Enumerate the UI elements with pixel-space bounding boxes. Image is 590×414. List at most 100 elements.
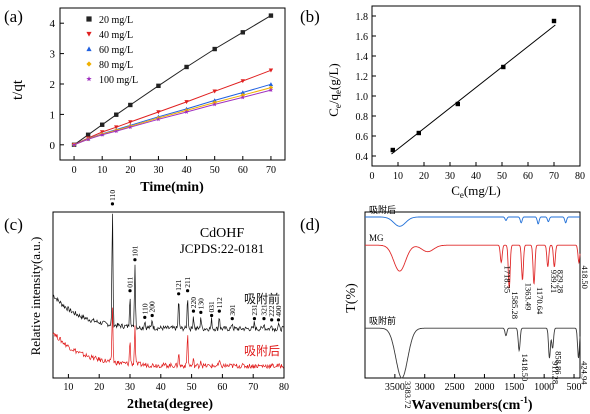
panel-d-series-line: [365, 244, 581, 289]
panel-c-reference-dot: [177, 292, 181, 296]
panel-c-reference-dot: [262, 317, 266, 321]
panel-a-point: [240, 90, 246, 95]
panel-a-point: [128, 120, 133, 125]
panel-a-point: [212, 89, 217, 94]
panel-b-point: [390, 147, 395, 153]
panel-c-annotation-ref: JCPDS:22-0181: [180, 241, 265, 256]
panel-d-band-label: 418.50: [580, 266, 590, 289]
panel-a-legend: 20 mg/L 40 mg/L 60 mg/L 80 mg/L 100 mg/L: [86, 15, 138, 86]
panel-a-point: [268, 85, 274, 90]
panel-a-ytick-label: 3: [50, 49, 56, 61]
panel-d-xtick-label: 2000: [474, 382, 494, 393]
panel-a-point: [114, 125, 119, 130]
panel-a-ytick-label: 1: [50, 109, 56, 121]
panel-b-xtick-label: 10: [393, 171, 403, 182]
panel-a-ytick-label: 0: [50, 140, 56, 152]
panel-a-point: [268, 87, 274, 93]
panel-a-point: [240, 30, 246, 35]
panel-c-reference-dot: [150, 313, 154, 318]
panel-a-ytick-label: 4: [50, 18, 56, 30]
panel-c-reference-label: 110: [108, 190, 117, 201]
panel-c-reference-label: 231: [250, 304, 259, 316]
panel-b-label: (b): [300, 7, 320, 26]
panel-a-point: [113, 128, 119, 134]
panel-a-xtick-label: 10: [97, 165, 107, 176]
panel-a-xtick-label: 0: [72, 165, 77, 176]
panel-a-point: [128, 102, 133, 108]
panel-b-xlabel-c: C: [451, 183, 460, 198]
panel-c-xtick-label: 70: [248, 382, 258, 393]
panel-c-reference-dot: [252, 317, 257, 321]
panel-c-reference-label: 110: [140, 303, 149, 314]
panel-a-legend-marker: [86, 76, 92, 82]
panel-b-ylabel-e1: e: [333, 104, 343, 108]
panel-d-band-label: 1585.28: [510, 291, 520, 319]
panel-c-xtick-label: 30: [125, 382, 135, 393]
panel-b-ytick-label: 1.2: [356, 72, 369, 83]
panel-b-ylabel-unit: (g/L): [326, 63, 341, 90]
panel-a-point: [240, 94, 246, 100]
panel-a-point: [268, 68, 274, 73]
panel-c-xtick-label: 60: [217, 382, 227, 393]
panel-a-legend-marker: [86, 61, 92, 67]
panel-d-xtick-label: 1000: [534, 382, 554, 393]
panel-a-point: [99, 132, 105, 137]
panel-d-xtick-label: 500: [567, 382, 582, 393]
panel-b-point: [416, 130, 421, 136]
panel-d-band-label: 424.94: [580, 361, 590, 385]
panel-a-label: (a): [4, 7, 23, 26]
panel-a-point: [128, 124, 133, 130]
panel-b-xtick-label: 40: [471, 171, 481, 182]
panel-c-xtick-label: 10: [63, 382, 73, 393]
panel-c-reference-dot: [270, 318, 274, 322]
panel-c-reference-dot: [110, 202, 115, 206]
panel-c-reference-label: 211: [183, 276, 192, 287]
panel-b-xtick-label: 20: [419, 171, 429, 182]
panel-d-xtick-label: 3500: [385, 382, 405, 393]
panel-a-point: [184, 109, 189, 114]
panel-c-annotation-title: CdOHF: [200, 226, 245, 241]
panel-c-reference-dot: [210, 313, 214, 318]
panel-d-xlabel-sup: -1: [520, 395, 528, 405]
panel-b-xtick-label: 80: [575, 171, 585, 182]
panel-c-reference-label: 101: [130, 245, 139, 257]
panel-a-point: [184, 100, 189, 105]
panel-c-reference-dot: [191, 309, 196, 313]
panel-a-ytick-label: 2: [50, 79, 56, 91]
panel-a-xtick-label: 40: [182, 165, 192, 176]
panel-d-band-label: 1418.50: [520, 354, 530, 382]
panel-c-series-line: [52, 307, 284, 370]
panel-a-series-line: [73, 15, 272, 146]
panel-a-xtick-label: 20: [125, 165, 135, 176]
panel-b-point: [455, 101, 460, 107]
panel-d-band-label: 3383.72: [403, 381, 413, 409]
panel-c-reference-label: 222: [267, 305, 276, 317]
panel-b-point: [501, 64, 506, 70]
panel-a-point: [212, 46, 217, 52]
panel-a-point: [268, 82, 274, 87]
panel-c-reference-dot: [143, 315, 147, 319]
panel-d-xlabel: Wavenumbers(cm-1): [411, 395, 532, 413]
panel-c-ylabel: Relative intensity(a.u.): [28, 237, 43, 356]
panel-a-point: [156, 83, 161, 89]
panel-a-point: [212, 101, 217, 107]
panel-b-ylabel: Ce/qe(g/L): [326, 63, 343, 117]
panel-c-xtick-label: 40: [156, 382, 166, 393]
panel-b-ylabel-q: /q: [326, 93, 341, 104]
panel-c-reference-label: 011: [126, 276, 135, 287]
panel-d-series-label: MG: [369, 233, 384, 243]
panel-b-xtick-label: 30: [445, 171, 455, 182]
panel-c-label: (c): [4, 215, 23, 234]
panel-a-point: [156, 116, 161, 122]
panel-c-reference-dot: [199, 310, 203, 314]
panel-c-series-label: 吸附后: [244, 344, 280, 358]
panel-a-point: [85, 132, 91, 137]
panel-d-series-line: [365, 327, 581, 379]
panel-a-legend-label: 20 mg/L: [99, 15, 133, 26]
panel-a-point: [85, 136, 91, 142]
panel-d-band-label: 1718.35: [502, 266, 512, 294]
panel-d-band-label: 858.86: [554, 351, 564, 374]
panel-c-series-label: 吸附前: [244, 291, 280, 306]
panel-c-reference-label: 121: [174, 279, 183, 291]
